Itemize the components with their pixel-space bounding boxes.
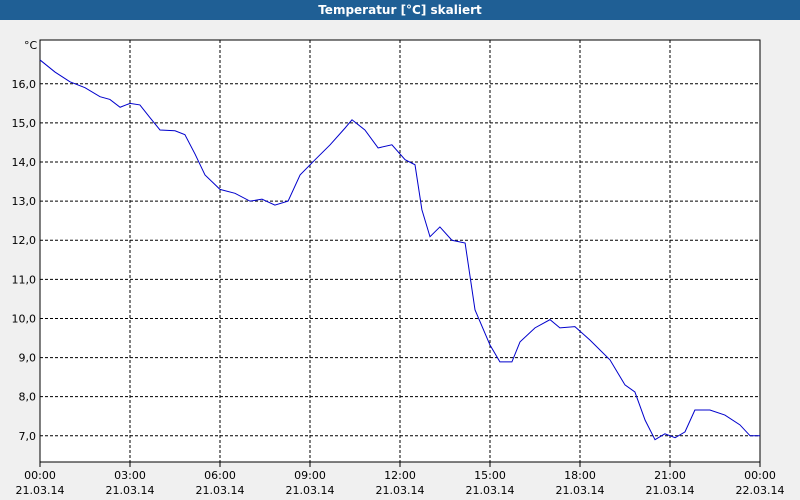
x-tick-date: 21.03.14 bbox=[16, 484, 65, 497]
x-tick-date: 21.03.14 bbox=[556, 484, 605, 497]
chart-title: Temperatur [°C] skaliert bbox=[318, 3, 482, 17]
x-tick-date: 21.03.14 bbox=[646, 484, 695, 497]
y-tick-label: 7,0 bbox=[19, 430, 37, 443]
x-tick-label: 06:00 bbox=[204, 469, 236, 482]
x-tick-label: 09:00 bbox=[294, 469, 326, 482]
y-tick-label: 13,0 bbox=[12, 195, 37, 208]
x-tick-label: 03:00 bbox=[114, 469, 146, 482]
x-tick-label: 18:00 bbox=[564, 469, 596, 482]
data-line bbox=[39, 59, 760, 441]
y-tick-label: 16,0 bbox=[12, 78, 37, 91]
x-tick-date: 21.03.14 bbox=[286, 484, 335, 497]
y-tick-label: 10,0 bbox=[12, 312, 37, 325]
x-tick-date: 22.03.14 bbox=[736, 484, 785, 497]
y-tick-label: 14,0 bbox=[12, 156, 37, 169]
x-tick-label: 00:00 bbox=[24, 469, 56, 482]
y-tick-label: 11,0 bbox=[12, 273, 37, 286]
x-tick-date: 21.03.14 bbox=[466, 484, 515, 497]
y-tick-label: 9,0 bbox=[19, 352, 37, 365]
x-tick-date: 21.03.14 bbox=[196, 484, 245, 497]
y-tick-label: 12,0 bbox=[12, 234, 37, 247]
y-axis-label: °C bbox=[24, 39, 38, 52]
x-tick-date: 21.03.14 bbox=[376, 484, 425, 497]
x-tick-date: 21.03.14 bbox=[106, 484, 155, 497]
title-bar bbox=[0, 0, 800, 20]
x-tick-label: 15:00 bbox=[474, 469, 506, 482]
x-tick-label: 21:00 bbox=[654, 469, 686, 482]
y-tick-label: 15,0 bbox=[12, 117, 37, 130]
x-tick-label: 12:00 bbox=[384, 469, 416, 482]
x-tick-label: 00:00 bbox=[744, 469, 776, 482]
y-tick-label: 8,0 bbox=[19, 391, 37, 404]
